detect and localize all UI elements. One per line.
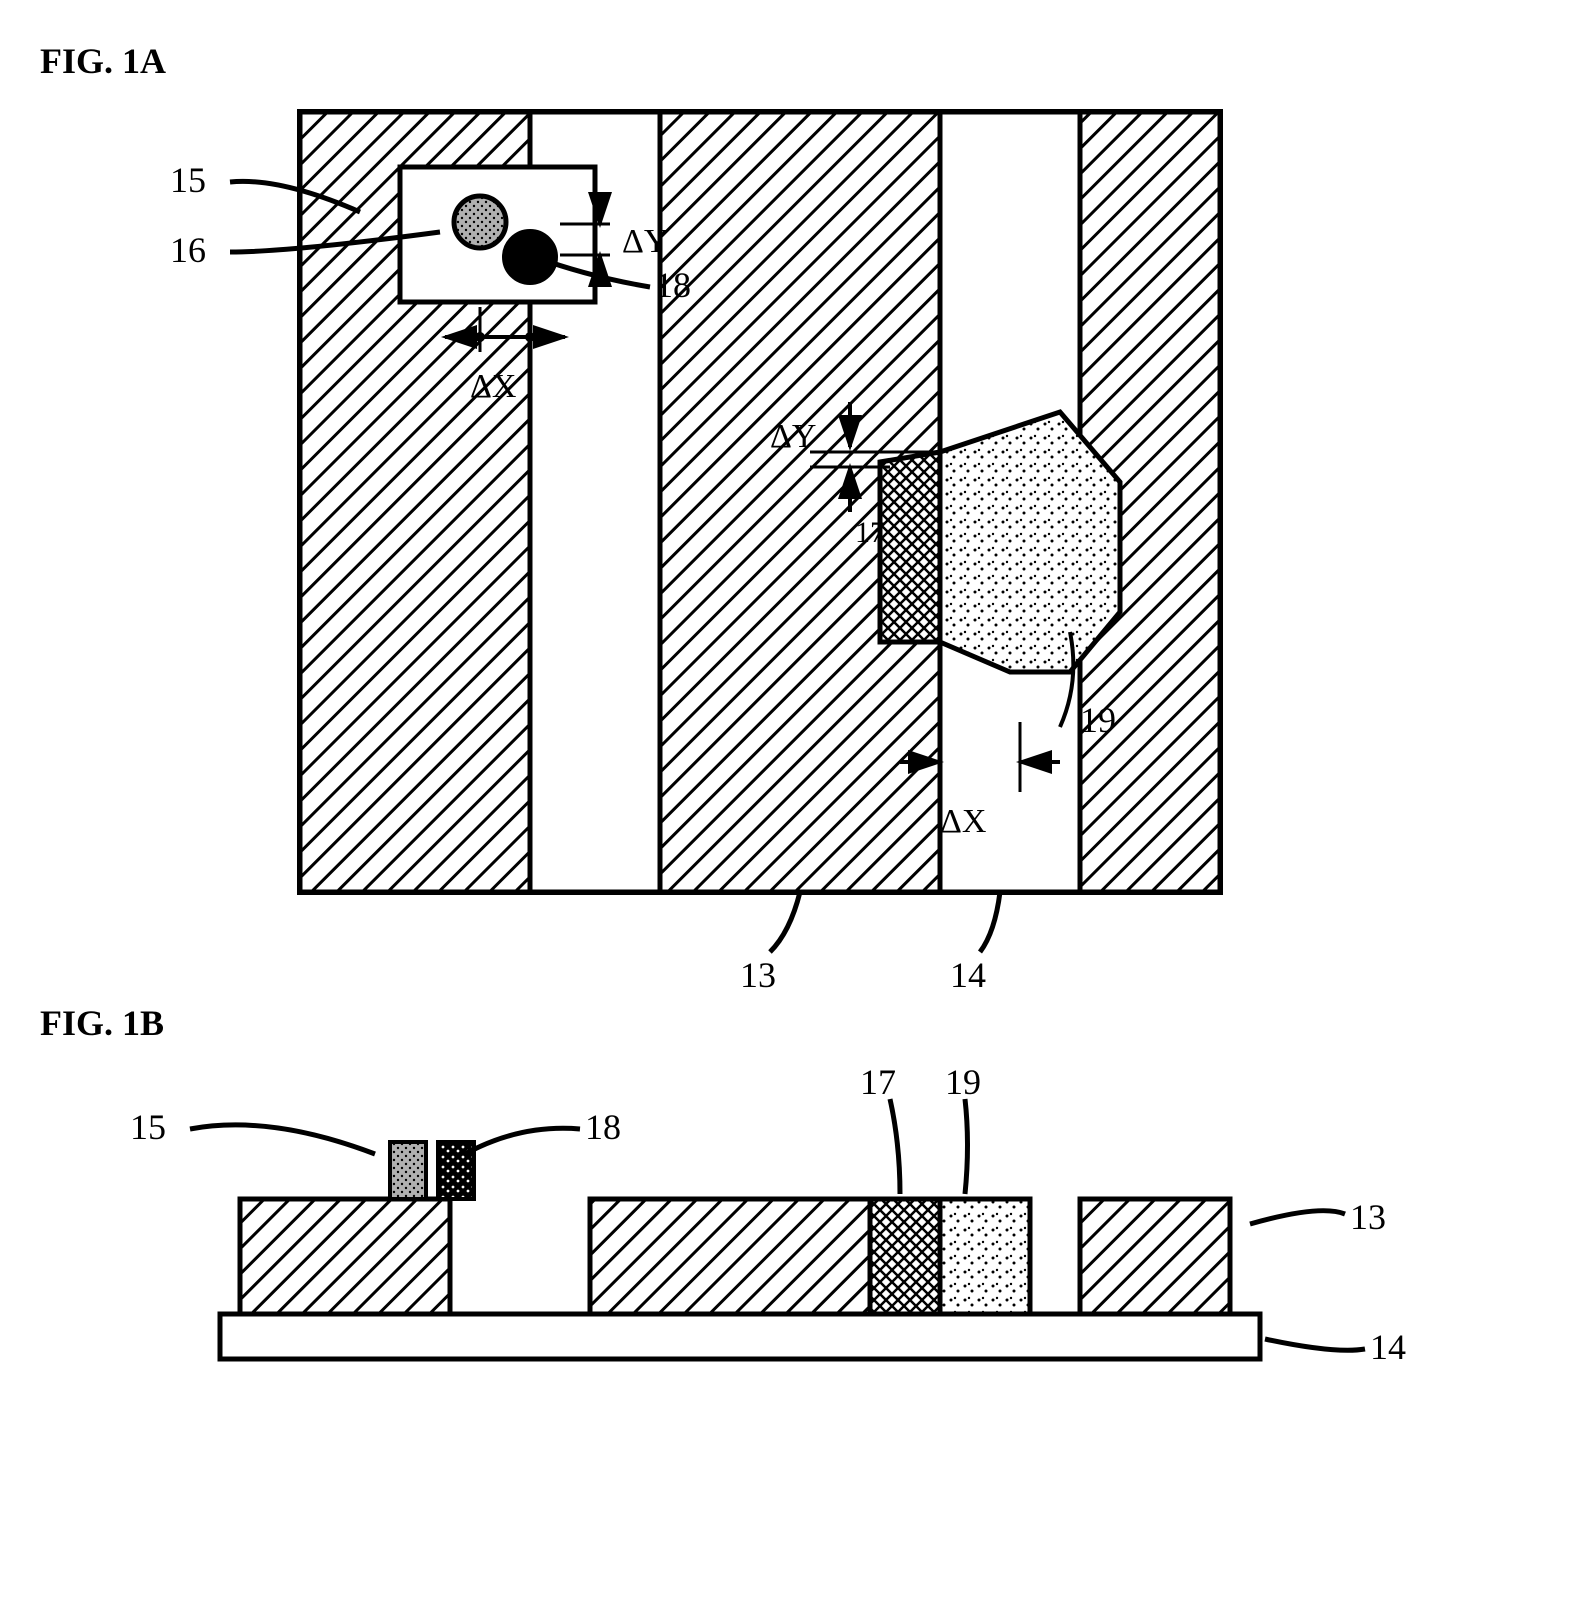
leader-13a — [770, 892, 800, 952]
ref19-label-b: 19 — [945, 1062, 981, 1102]
ref16-label: 16 — [170, 230, 206, 270]
fig-1a-svg: ΔY ΔX ΔY 17 ΔX 15 16 18 1 — [40, 92, 1240, 992]
fig-1a-title: FIG. 1A — [40, 40, 1556, 82]
leader-14a — [980, 892, 1000, 952]
delta-y-label-1: ΔY — [622, 223, 668, 260]
substrate-14 — [220, 1314, 1260, 1359]
defect-circle-a — [454, 196, 506, 248]
fig-1b-title: FIG. 1B — [40, 1002, 1556, 1044]
ref14-label-a: 14 — [950, 955, 986, 992]
ref17-label-b: 17 — [860, 1062, 896, 1102]
leader-14b — [1265, 1339, 1365, 1350]
leader-19b — [965, 1099, 968, 1194]
ref15-label-a: 15 — [170, 160, 206, 200]
ref18-label-b: 18 — [585, 1107, 621, 1147]
block-hatch-3 — [1080, 1199, 1230, 1314]
delta-x-label-1: ΔX — [470, 368, 516, 405]
ref13-label-b: 13 — [1350, 1197, 1386, 1237]
leader-13b — [1250, 1211, 1345, 1224]
defect-circle-b — [504, 231, 556, 283]
delta-x-label-2: ΔX — [940, 803, 986, 840]
dx-dot-r — [525, 332, 535, 342]
leader-18b — [465, 1128, 580, 1154]
ref19-label-a: 19 — [1080, 700, 1116, 740]
defect-dots — [940, 412, 1120, 672]
ref18-label-a: 18 — [655, 265, 691, 305]
leader-15b — [190, 1125, 375, 1154]
delta-y-label-2: ΔY — [770, 418, 816, 455]
dx-dot-l — [475, 332, 485, 342]
leader-17b — [890, 1099, 900, 1194]
block-cross-17 — [870, 1199, 940, 1314]
block-hatch-2 — [590, 1199, 870, 1314]
ref14-label-b: 14 — [1370, 1327, 1406, 1367]
ref17-label-a: 17 — [855, 516, 885, 549]
block-hatch-1 — [240, 1199, 450, 1314]
fig-1b-svg: 15 18 17 19 13 14 — [40, 1054, 1440, 1414]
ref15-label-b: 15 — [130, 1107, 166, 1147]
pillar-15 — [390, 1142, 426, 1199]
defect-crosshatch — [880, 452, 940, 642]
ref13-label-a: 13 — [740, 955, 776, 992]
block-dots-19 — [940, 1199, 1030, 1314]
